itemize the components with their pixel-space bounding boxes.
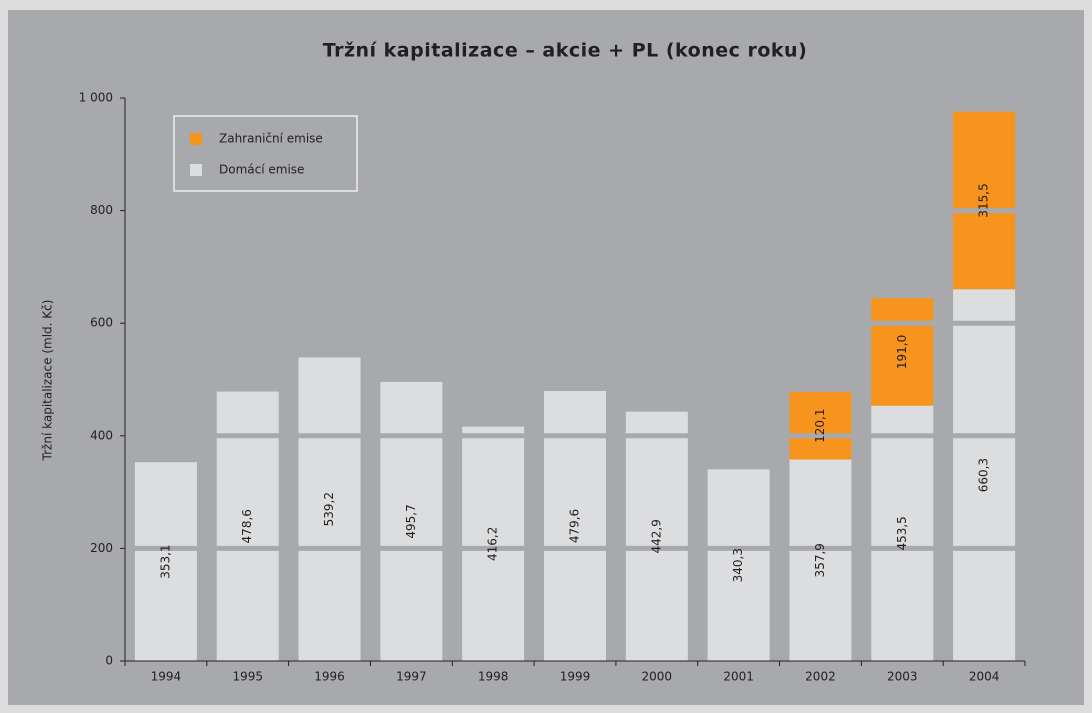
- x-tick-label: 1995: [232, 670, 263, 684]
- x-tick-label: 1994: [151, 670, 182, 684]
- bar-segment: [871, 298, 934, 406]
- legend-label: Domácí emise: [219, 163, 304, 177]
- legend-swatch: [190, 164, 202, 176]
- value-label: 353,1: [158, 544, 172, 578]
- value-label: 660,3: [977, 458, 991, 492]
- y-tick-label: 1 000: [79, 91, 113, 105]
- y-tick-label: 600: [90, 316, 113, 330]
- bar-segment: [789, 459, 852, 661]
- bar-segment: [953, 111, 1016, 290]
- x-tick-label: 2003: [887, 670, 918, 684]
- bar-segment: [789, 391, 852, 460]
- y-tick-label: 400: [90, 428, 113, 442]
- value-label: 357,9: [813, 543, 827, 577]
- value-label: 340,3: [731, 548, 745, 582]
- x-tick-label: 2000: [642, 670, 673, 684]
- bar-segment: [871, 405, 934, 661]
- value-label: 478,6: [240, 509, 254, 543]
- value-label: 442,9: [649, 519, 663, 553]
- x-tick-label: 2002: [805, 670, 836, 684]
- value-label: 539,2: [322, 492, 336, 526]
- y-tick-label: 800: [90, 203, 113, 217]
- y-tick-label: 0: [105, 654, 113, 668]
- bar-segment: [625, 411, 688, 661]
- x-tick-label: 1997: [396, 670, 427, 684]
- value-label: 120,1: [813, 409, 827, 443]
- y-tick-label: 200: [90, 541, 113, 555]
- bar-segment: [134, 462, 197, 661]
- bar-segment: [380, 381, 443, 661]
- bar-segment: [953, 289, 1016, 661]
- x-tick-label: 1999: [560, 670, 591, 684]
- y-axis-label: Tržní kapitalizace (mld. Kč): [41, 300, 55, 462]
- value-label: 191,0: [895, 335, 909, 369]
- x-tick-label: 1998: [478, 670, 509, 684]
- bar-segment: [298, 357, 361, 661]
- legend-label: Zahraniční emise: [219, 132, 323, 146]
- legend-box: [173, 115, 358, 192]
- value-label: 453,5: [895, 516, 909, 550]
- x-tick-label: 2004: [969, 670, 1000, 684]
- chart-title: Tržní kapitalizace – akcie + PL (konec r…: [323, 40, 808, 62]
- value-label: 315,5: [977, 183, 991, 217]
- x-tick-label: 1996: [314, 670, 345, 684]
- bar-segment: [707, 469, 770, 661]
- legend-swatch: [190, 133, 202, 145]
- value-label: 495,7: [404, 504, 418, 538]
- x-tick-label: 2001: [723, 670, 754, 684]
- value-label: 479,6: [568, 509, 582, 543]
- bar-segment: [462, 426, 525, 661]
- value-label: 416,2: [486, 527, 500, 561]
